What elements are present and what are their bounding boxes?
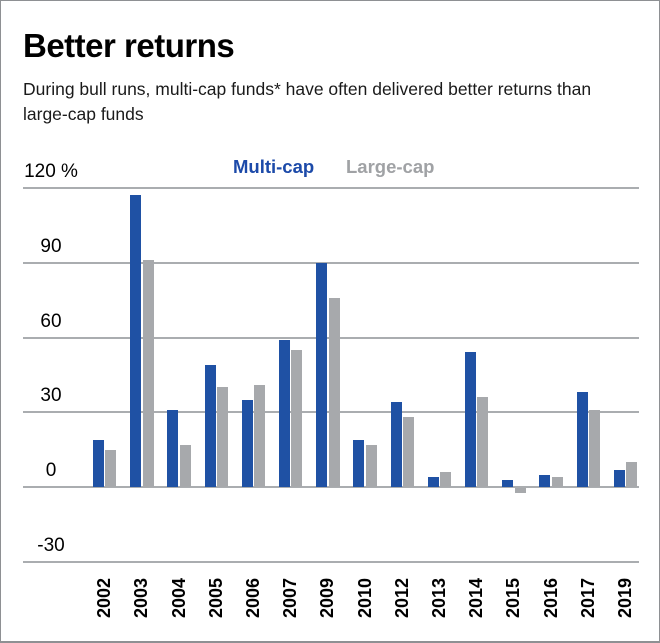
bar-large-cap-2016 xyxy=(551,477,563,487)
bar-multi-cap-2003 xyxy=(130,195,142,487)
bar-large-cap-2007 xyxy=(291,349,303,487)
legend-item-large-cap: Large-cap xyxy=(346,156,435,177)
x-axis-label-2012: 2012 xyxy=(391,577,412,619)
gridline-90 xyxy=(23,261,639,264)
x-axis-label-2006: 2006 xyxy=(242,577,263,619)
bar-large-cap-2013 xyxy=(440,472,452,487)
bar-large-cap-2015 xyxy=(514,488,526,493)
chart-title: Better returns xyxy=(23,27,235,64)
bar-large-cap-2010 xyxy=(365,444,377,487)
gridline--30 xyxy=(23,560,639,563)
bar-multi-cap-2004 xyxy=(167,409,179,487)
bar-large-cap-2003 xyxy=(142,260,154,487)
bar-large-cap-2009 xyxy=(328,297,340,487)
x-axis-label-2007: 2007 xyxy=(280,577,301,619)
bar-multi-cap-2002 xyxy=(93,439,104,487)
bar-multi-cap-2009 xyxy=(316,262,328,487)
bar-multi-cap-2013 xyxy=(427,477,439,487)
bar-large-cap-2012 xyxy=(402,417,414,487)
x-axis-label-2013: 2013 xyxy=(428,577,449,619)
y-axis-tick-label-0: 0 xyxy=(45,460,57,481)
bar-large-cap-2005 xyxy=(216,387,228,487)
bar-multi-cap-2016 xyxy=(539,474,551,487)
bar-multi-cap-2006 xyxy=(241,399,253,487)
y-axis-tick-label-120: 120 % xyxy=(24,161,78,182)
bar-multi-cap-2012 xyxy=(390,402,402,487)
x-axis-label-2003: 2003 xyxy=(131,577,152,619)
bar-multi-cap-2019 xyxy=(613,469,625,487)
gridline-120 xyxy=(23,187,639,189)
bar-large-cap-2002 xyxy=(105,449,117,487)
bar-chart: 120 % 90 60 30 0 -30 2002 2003 2004 2005 2006 2007 2… xyxy=(23,161,639,634)
x-axis-label-2017: 2017 xyxy=(577,577,598,619)
x-axis-label-2005: 2005 xyxy=(205,577,226,619)
bar-large-cap-2004 xyxy=(179,444,191,487)
chart-subtitle: During bull runs, multi-cap funds* have … xyxy=(23,79,592,124)
bar-large-cap-2014 xyxy=(477,397,489,487)
bar-multi-cap-2005 xyxy=(204,364,216,487)
x-axis-label-2010: 2010 xyxy=(354,577,375,619)
x-axis-label-2016: 2016 xyxy=(540,577,561,619)
bar-multi-cap-2010 xyxy=(353,439,365,487)
bar-large-cap-2006 xyxy=(254,384,266,487)
bar-large-cap-2019 xyxy=(626,462,638,487)
y-axis-tick-label-30: 30 xyxy=(40,385,62,407)
x-axis-label-2014: 2014 xyxy=(466,577,487,619)
x-axis-label-2015: 2015 xyxy=(503,577,524,619)
bar-multi-cap-2015 xyxy=(502,479,514,487)
x-axis-label-2004: 2004 xyxy=(168,577,189,619)
bar-large-cap-2017 xyxy=(588,409,600,487)
bar-multi-cap-2014 xyxy=(465,352,476,487)
y-axis-tick-label--30: -30 xyxy=(37,534,65,556)
y-axis-tick-label-90: 90 xyxy=(40,235,62,257)
gridline-0 xyxy=(23,486,639,488)
bar-multi-cap-2007 xyxy=(279,339,290,487)
y-axis-tick-label-60: 60 xyxy=(40,310,62,332)
bar-multi-cap-2017 xyxy=(576,392,588,487)
x-axis-label-2009: 2009 xyxy=(317,577,338,619)
x-axis-label-2019: 2019 xyxy=(614,577,635,619)
x-axis-label-2002: 2002 xyxy=(94,577,115,619)
legend-item-multi-cap: Multi-cap xyxy=(233,156,315,177)
